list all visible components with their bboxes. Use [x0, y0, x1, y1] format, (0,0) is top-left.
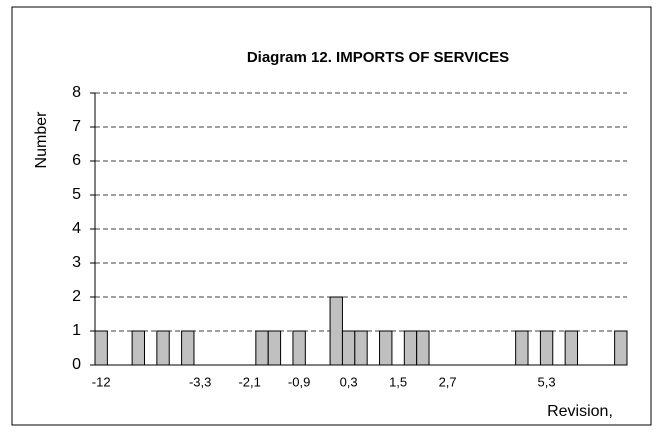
x-tick-label: 2,7	[439, 374, 457, 389]
bar	[515, 330, 529, 366]
bar	[403, 330, 418, 366]
bar	[354, 330, 368, 366]
y-tick-label: 5	[72, 186, 81, 203]
bar	[614, 330, 628, 366]
bar	[341, 330, 356, 366]
y-tick-label: 4	[72, 220, 81, 237]
bar	[564, 330, 579, 366]
x-tick-label: 1,5	[389, 374, 407, 389]
x-axis-label: Revision,	[547, 403, 613, 420]
y-tick-label: 1	[72, 322, 81, 339]
x-tick-label: 5,3	[538, 374, 556, 389]
bar	[292, 330, 306, 366]
y-tick-label: 7	[72, 118, 81, 135]
y-tick-label: 2	[72, 288, 81, 305]
y-tick-label: 0	[72, 356, 81, 373]
bar	[156, 330, 170, 366]
bar	[94, 330, 108, 366]
x-tick-label: -3,3	[189, 374, 211, 389]
x-tick-label: 0,3	[340, 374, 358, 389]
x-tick-label: -2,1	[238, 374, 260, 389]
bar	[255, 330, 269, 366]
bar	[131, 330, 145, 366]
chart-title: Diagram 12. IMPORTS OF SERVICES	[247, 49, 509, 66]
bar	[416, 330, 430, 366]
y-tick-label: 6	[72, 152, 81, 169]
bar	[267, 330, 282, 366]
y-axis-label: Number	[33, 111, 50, 169]
x-tick-label: -0,9	[288, 374, 310, 389]
bar	[181, 330, 195, 366]
y-tick-label: 3	[72, 254, 81, 271]
y-tick-label: 8	[72, 84, 81, 101]
x-tick-label: -12	[92, 374, 111, 389]
bar	[379, 330, 393, 366]
bar	[539, 330, 554, 366]
bar	[329, 296, 343, 366]
